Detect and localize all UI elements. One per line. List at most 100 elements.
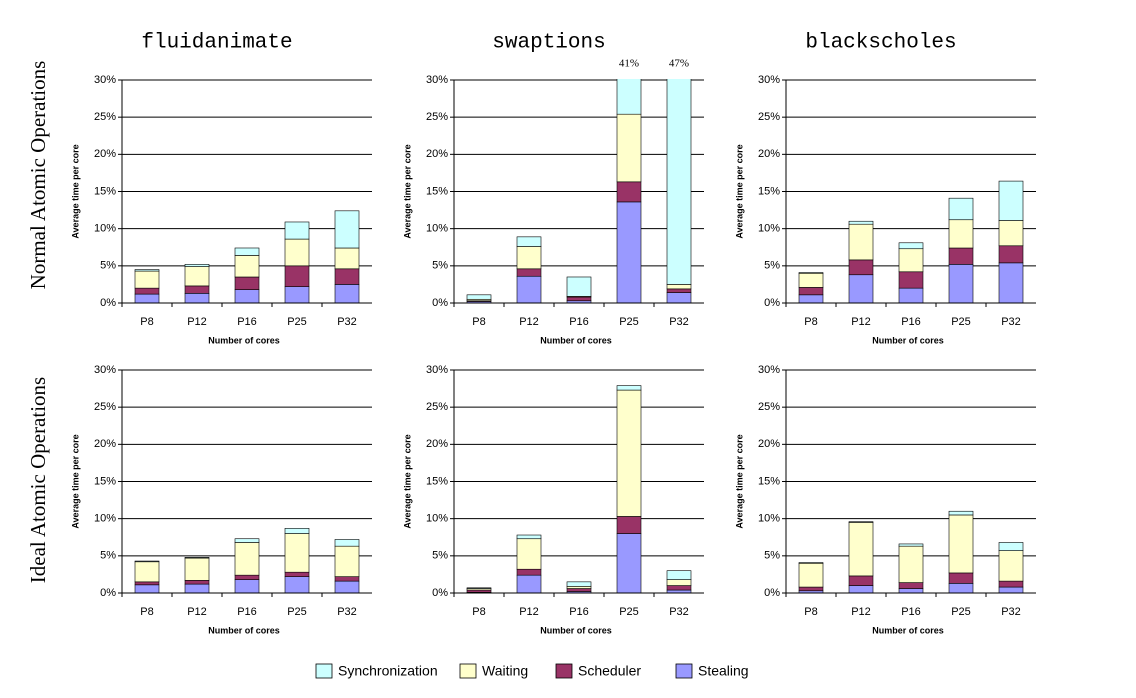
bar-segment <box>898 543 924 547</box>
y-tick-label: 15% <box>426 185 448 197</box>
bar-segment <box>234 574 260 580</box>
x-tick-label: P25 <box>619 316 639 328</box>
bar-segment <box>616 389 642 517</box>
bar-segment <box>998 220 1024 247</box>
y-tick-label: 0% <box>100 297 116 309</box>
y-tick-label: 0% <box>764 587 780 599</box>
y-tick-label: 5% <box>764 260 780 272</box>
bars <box>798 510 1024 593</box>
x-tick-label: P8 <box>140 316 153 328</box>
bar-segment <box>134 269 160 272</box>
bar-segment <box>466 587 492 589</box>
bar-segment <box>898 271 924 289</box>
x-tick-label: P16 <box>237 606 257 618</box>
x-tick-label: P25 <box>951 606 971 618</box>
bar-segment <box>234 538 260 543</box>
x-tick-label: P16 <box>901 606 921 618</box>
x-tick-label: P8 <box>804 606 817 618</box>
bar-segment <box>516 568 542 576</box>
x-tick-label: P32 <box>669 606 689 618</box>
bar-segment <box>134 560 160 563</box>
bar-segment <box>898 248 924 273</box>
bar-segment <box>798 287 824 296</box>
bar-segment <box>234 255 260 278</box>
annotation: 41% <box>619 58 639 70</box>
y-tick-label: 10% <box>94 513 116 525</box>
y-tick-label: 5% <box>100 260 116 272</box>
bar-segment <box>848 259 874 276</box>
bar-segment <box>566 296 592 302</box>
legend-swatch <box>315 663 333 679</box>
bar-segment <box>998 550 1024 582</box>
bar-segment <box>134 287 160 295</box>
bar-segment <box>666 292 692 303</box>
x-tick-label: P32 <box>337 316 357 328</box>
x-tick-label: P32 <box>669 316 689 328</box>
bar-segment <box>284 533 310 573</box>
legend-label: Scheduler <box>578 663 641 679</box>
bar-segment <box>566 276 592 297</box>
bar-segment <box>516 268 542 277</box>
x-tick-label: P8 <box>472 316 485 328</box>
y-tick-label: 25% <box>758 111 780 123</box>
bar-segment <box>184 285 210 294</box>
legend-label: Waiting <box>482 663 528 679</box>
y-tick-label: 25% <box>426 401 448 413</box>
chart: 0% 5% 10% 15% 20% 25% 30% P8 P12 P16 P25 P32 Number … <box>70 364 372 635</box>
bar-segment <box>898 287 924 303</box>
chart: 0% 5% 10% 15% 20% 25% 30% P8 P12 P16 P25 P32 blacksc… <box>734 32 1036 345</box>
y-tick-label: 5% <box>100 550 116 562</box>
bar-segment <box>134 561 160 583</box>
bar-segment <box>334 539 360 547</box>
legend-label: Synchronization <box>338 663 438 679</box>
bar-segment <box>616 533 642 593</box>
bar-segment <box>848 585 874 593</box>
y-tick-label: 30% <box>94 364 116 376</box>
x-tick-label: P16 <box>901 316 921 328</box>
bar-segment <box>234 579 260 593</box>
chart: 0% 5% 10% 15% 20% 25% 30% P8 P12 P16 P25 P32 Number … <box>402 364 704 635</box>
legend-label: Stealing <box>698 663 749 679</box>
bar-segment <box>666 288 692 293</box>
row-label: Normal Atomic Operations <box>26 61 50 290</box>
bar-segment <box>998 245 1024 264</box>
bar-segment <box>234 542 260 576</box>
bar-segment <box>848 575 874 586</box>
bar-segment <box>566 581 592 587</box>
y-tick-label: 15% <box>758 475 780 487</box>
bar-segment <box>948 247 974 265</box>
bar-segment <box>998 542 1024 551</box>
bars <box>466 385 692 593</box>
bar-segment <box>898 588 924 593</box>
chart-title: blackscholes <box>805 32 956 55</box>
bar-segment <box>616 113 642 183</box>
y-tick-label: 25% <box>758 401 780 413</box>
bar-segment <box>234 247 260 256</box>
y-tick-label: 0% <box>100 587 116 599</box>
x-axis-label: Number of cores <box>872 625 944 635</box>
y-tick-label: 10% <box>426 513 448 525</box>
bar-segment <box>898 582 924 589</box>
bar-segment <box>798 272 824 288</box>
x-tick-label: P12 <box>851 606 871 618</box>
y-tick-label: 0% <box>764 297 780 309</box>
y-axis-label: Average time per core <box>70 144 80 238</box>
x-tick-label: P12 <box>519 316 539 328</box>
bar-segment <box>284 286 310 303</box>
bar-segment <box>334 247 360 270</box>
bars <box>798 180 1024 303</box>
y-tick-label: 20% <box>426 148 448 160</box>
y-tick-label: 20% <box>758 438 780 450</box>
bar-segment <box>184 266 210 287</box>
bar-segment <box>798 562 824 588</box>
bar-segment <box>948 514 974 574</box>
x-axis-label: Number of cores <box>208 625 280 635</box>
bar-segment <box>798 294 824 303</box>
bar-segment <box>284 238 310 267</box>
bar-segment <box>516 236 542 247</box>
x-tick-label: P12 <box>851 316 871 328</box>
x-tick-label: P25 <box>951 316 971 328</box>
x-axis-label: Number of cores <box>208 335 280 345</box>
y-tick-label: 5% <box>432 260 448 272</box>
bars <box>466 79 692 303</box>
